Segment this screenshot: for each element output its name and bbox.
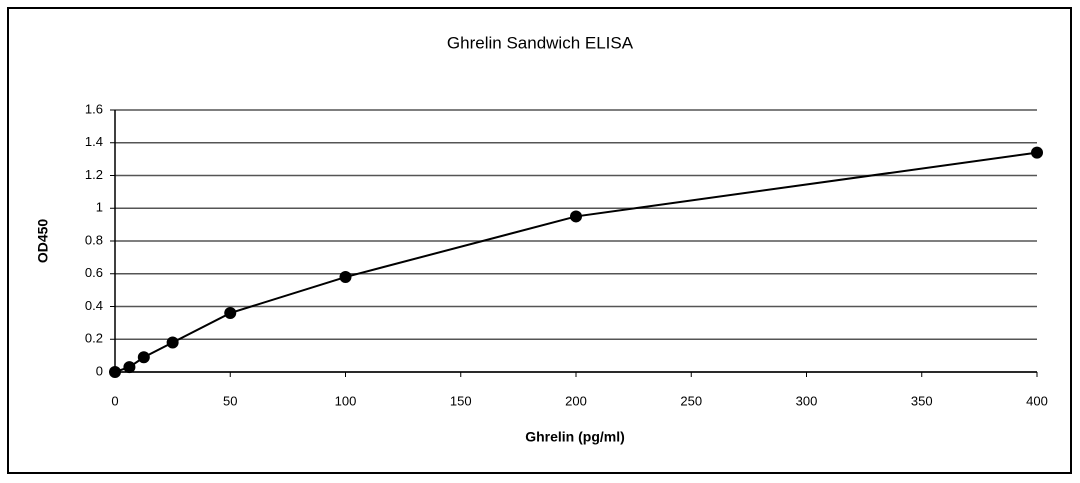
x-tick-label: 200 [565, 393, 587, 408]
y-tick-label: 0.4 [85, 298, 103, 313]
point-marker [166, 336, 179, 349]
y-tick-label: 0.2 [85, 331, 103, 346]
x-tick-label: 50 [223, 393, 237, 408]
x-tick-label: 400 [1026, 393, 1048, 408]
x-tick-label: 300 [796, 393, 818, 408]
point-marker [109, 366, 121, 378]
y-tick-label: 1 [96, 200, 103, 215]
point-marker [570, 210, 582, 223]
y-tick-label: 1.4 [85, 134, 103, 149]
x-tick-label: 150 [450, 393, 472, 408]
point-marker [123, 361, 136, 374]
y-tick-label: 1.6 [85, 101, 103, 116]
y-tick-label: 1.2 [85, 167, 103, 182]
point-marker [1031, 146, 1043, 159]
point-marker [137, 351, 150, 364]
x-axis-title: Ghrelin (pg/ml) [525, 429, 625, 445]
x-tick-label: 350 [911, 393, 933, 408]
x-tick-label: 250 [680, 393, 702, 408]
point-marker [224, 307, 237, 320]
x-tick-label: 100 [335, 393, 357, 408]
chart-title: Ghrelin Sandwich ELISA [447, 33, 634, 52]
y-tick-label: 0 [96, 363, 103, 378]
x-tick-label: 0 [111, 393, 118, 408]
y-tick-label: 0.8 [85, 232, 103, 247]
y-axis-title: OD450 [35, 219, 51, 264]
y-tick-label: 0.6 [85, 265, 103, 280]
point-marker [339, 271, 352, 284]
